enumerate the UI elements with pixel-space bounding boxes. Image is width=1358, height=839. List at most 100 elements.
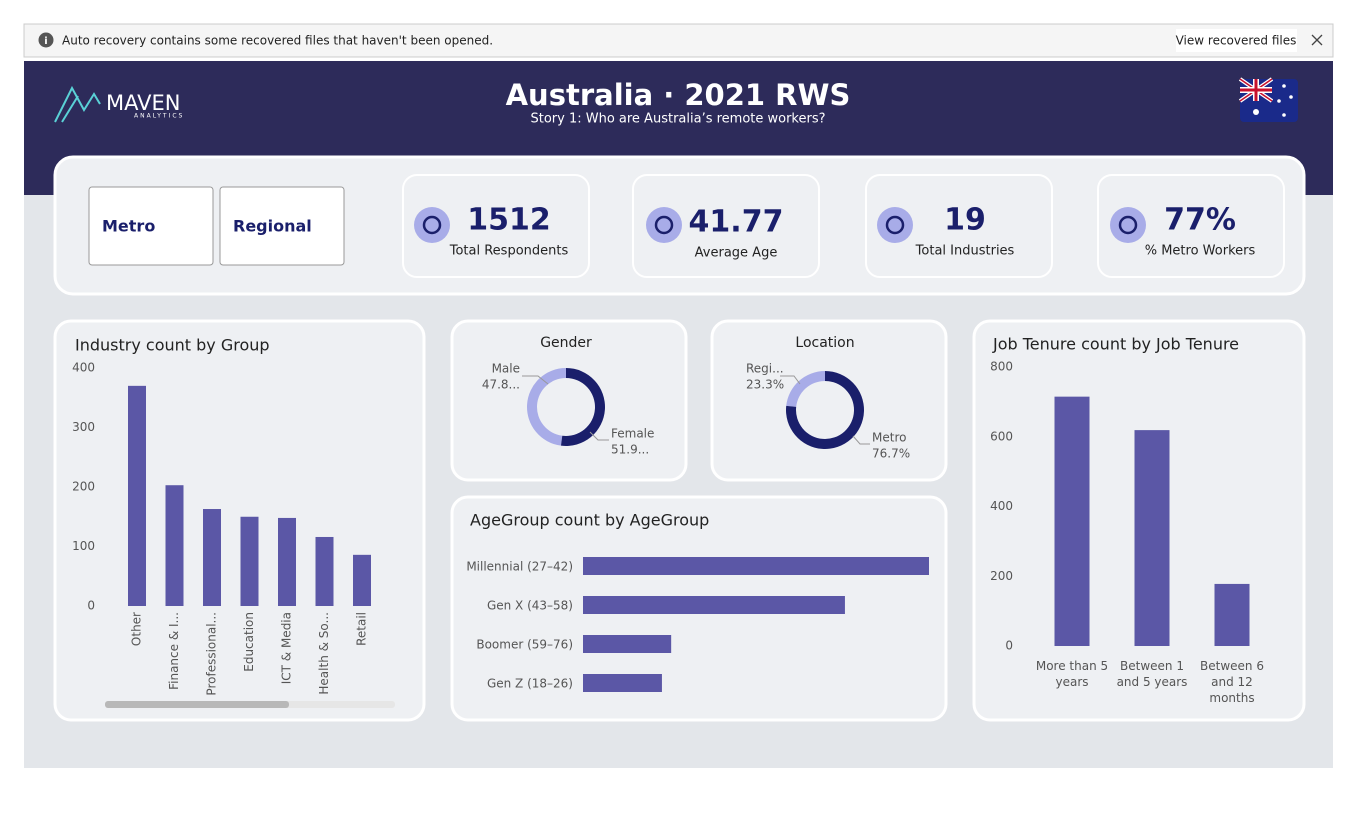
y-tick-label: Gen X (43–58)	[487, 599, 573, 613]
bar	[583, 596, 845, 614]
leader-line	[522, 375, 549, 385]
filter-label[interactable]: Regional	[233, 217, 312, 236]
chart-title: Location	[795, 335, 854, 351]
logo-text: MAVEN	[106, 91, 180, 115]
kpi-value: 19	[944, 203, 986, 238]
kpi-card	[402, 174, 590, 278]
kpi-icon	[877, 207, 913, 243]
x-tick-label: Between 1 and 5 years	[1116, 659, 1188, 689]
y-tick-label: 100	[72, 539, 95, 553]
bar	[583, 635, 672, 653]
bar	[278, 517, 296, 606]
scrollbar-thumb[interactable]	[105, 701, 289, 708]
notification-bar	[23, 23, 1334, 58]
x-tick-label: More than 5 years	[1035, 659, 1109, 689]
x-tick-label: Education	[242, 612, 256, 672]
kpi-icon-glyph	[422, 215, 442, 235]
page-title: Australia · 2021 RWS	[506, 78, 851, 112]
x-tick-label: Finance & I...	[167, 612, 181, 690]
y-tick-label: 300	[72, 420, 95, 434]
bar	[165, 485, 184, 606]
bar	[315, 536, 334, 606]
bar	[1214, 583, 1250, 646]
x-tick-label: Other	[130, 612, 144, 646]
close-button[interactable]	[1311, 34, 1323, 46]
slice-label: Metro	[872, 431, 906, 445]
info-icon	[38, 32, 54, 48]
bar	[128, 385, 146, 606]
slice-label: Male	[492, 362, 520, 376]
y-tick-label: 400	[72, 361, 95, 375]
y-tick-label: 200	[990, 569, 1013, 583]
y-tick-label: Millennial (27–42)	[466, 560, 573, 574]
kpi-icon	[414, 207, 450, 243]
slice-value: 51.9...	[611, 443, 649, 457]
x-tick-label: Retail	[355, 612, 369, 646]
x-tick-label: Between 6 and 12 months	[1200, 659, 1264, 705]
kpi-icon	[646, 207, 682, 243]
panel	[450, 319, 688, 482]
bar	[1054, 396, 1090, 646]
leader-line	[852, 435, 870, 445]
kpi-label: Average Age	[695, 246, 778, 261]
info-glyph: i	[44, 36, 47, 47]
kpi-icon-glyph	[654, 215, 674, 235]
y-tick-label: Gen Z (18–26)	[487, 677, 573, 691]
kpi-value: 41.77	[689, 205, 784, 240]
kpi-icon-glyph	[1118, 215, 1138, 235]
y-tick-label: 0	[87, 599, 95, 613]
bar	[240, 516, 259, 606]
kpi-label: % Metro Workers	[1145, 244, 1256, 259]
filter-label[interactable]: Metro	[102, 217, 155, 236]
filter-button[interactable]	[88, 186, 214, 266]
slice-label: Female	[611, 427, 654, 441]
view-button-label[interactable]: View recovered files	[1176, 34, 1297, 48]
logo-sub: ANALYTICS	[134, 113, 184, 120]
filter-button[interactable]	[219, 186, 345, 266]
bar	[203, 509, 221, 606]
y-tick-label: Boomer (59–76)	[476, 638, 573, 652]
kpi-value: 77%	[1164, 203, 1236, 238]
kpi-label: Total Respondents	[449, 244, 569, 259]
y-tick-label: 800	[990, 360, 1013, 374]
logo-mark	[54, 85, 101, 123]
view-button[interactable]	[1176, 29, 1297, 52]
y-tick-label: 600	[990, 429, 1013, 443]
leader-line	[780, 375, 801, 385]
y-tick-label: 0	[1005, 639, 1013, 653]
chart-title: Industry count by Group	[75, 336, 270, 355]
kpi-icon-glyph	[885, 215, 905, 235]
bar	[353, 554, 371, 606]
y-tick-label: 400	[990, 499, 1013, 513]
notification-text: Auto recovery contains some recovered fi…	[62, 34, 493, 48]
kpi-card	[632, 174, 820, 278]
chart-title: Job Tenure count by Job Tenure	[992, 335, 1239, 354]
bar	[583, 557, 929, 575]
x-tick-label: Health & So...	[317, 612, 331, 695]
kpi-card	[1097, 174, 1285, 278]
chart-title: Gender	[540, 335, 592, 351]
slice-label: Regi...	[746, 362, 784, 376]
y-tick-label: 200	[72, 480, 95, 494]
donut-slice	[786, 371, 825, 407]
leader-line	[589, 431, 609, 441]
slice-value: 23.3%	[746, 378, 784, 392]
slice-value: 76.7%	[872, 447, 910, 461]
kpi-value: 1512	[467, 203, 551, 238]
x-tick-label: ICT & Media	[280, 612, 294, 684]
donut-slice	[527, 368, 566, 446]
chart-title: AgeGroup count by AgeGroup	[470, 511, 709, 530]
slice-value: 47.8...	[482, 378, 520, 392]
kpi-card	[865, 174, 1053, 278]
kpi-label: Total Industries	[915, 244, 1015, 259]
kpi-icon	[1110, 207, 1146, 243]
bar	[583, 674, 662, 692]
x-tick-label: Professional...	[205, 612, 219, 696]
bar	[1134, 430, 1170, 646]
panel	[53, 319, 426, 722]
panel	[710, 319, 948, 482]
flag	[1238, 77, 1298, 122]
page-subtitle: Story 1: Who are Australia’s remote work…	[530, 112, 825, 127]
